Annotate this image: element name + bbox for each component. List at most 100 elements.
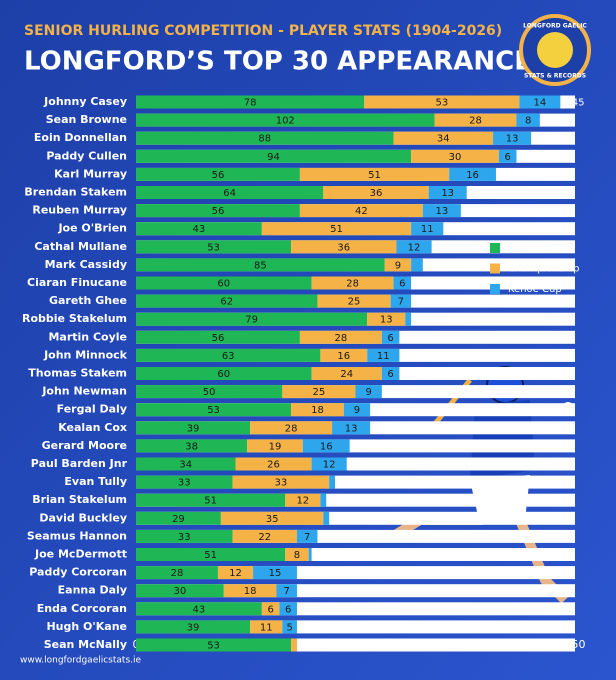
bar-segment (364, 95, 520, 109)
total-label: 66 (334, 514, 347, 525)
value-label: 6 (504, 152, 510, 163)
total-label: 90 (404, 369, 417, 380)
bar-segment (136, 620, 251, 634)
bar-segment (279, 602, 297, 616)
bar-segment (332, 421, 371, 435)
value-label: 24 (340, 369, 353, 380)
value-label: 7 (304, 532, 310, 543)
legend-swatch (490, 263, 500, 274)
value-label: 11 (377, 351, 390, 362)
value-label: 22 (258, 532, 271, 543)
bar-segment (317, 294, 391, 308)
value-label: 56 (212, 333, 225, 344)
total-label: 73 (355, 441, 368, 452)
value-label: 39 (187, 423, 200, 434)
value-label: 78 (244, 98, 257, 109)
value-label: 102 (276, 116, 295, 127)
value-label: 13 (441, 188, 454, 199)
bar-segment (411, 222, 444, 236)
y-tick-label: Gareth Ghee (49, 294, 127, 307)
total-label: 138 (545, 116, 564, 127)
bar-segment (320, 348, 368, 362)
value-label: 28 (334, 333, 347, 344)
value-label: 16 (466, 170, 479, 181)
y-tick-label: Eoin Donnellan (34, 131, 127, 144)
value-label: 30 (449, 152, 462, 163)
bar-segment (282, 620, 297, 634)
legend-label: Kehoe Cup (508, 284, 562, 295)
value-label: 13 (380, 315, 393, 326)
bar-segment (285, 493, 321, 507)
bar-segment (261, 602, 280, 616)
legend-swatch (490, 284, 500, 294)
value-label: 88 (258, 134, 271, 145)
value-label: 16 (337, 351, 350, 362)
total-label: 55 (302, 604, 315, 615)
bar-segment (136, 131, 394, 145)
bar-segment (323, 511, 330, 525)
y-tick-label: Eanna Daly (58, 584, 127, 597)
total-label: 130 (521, 152, 540, 163)
value-label: 38 (185, 441, 198, 452)
value-label: 25 (313, 387, 326, 398)
bar-segment (232, 529, 297, 543)
bar-segment (282, 385, 356, 399)
bar-segment (136, 348, 321, 362)
chart-title: LONGFORD’S TOP 30 APPEARANCES (24, 47, 551, 77)
value-label: 60 (217, 369, 230, 380)
y-tick-label: Sean Browne (46, 113, 127, 126)
value-label: 60 (217, 279, 230, 290)
bar-segment (405, 312, 412, 326)
value-label: 18 (311, 405, 324, 416)
bar-segment (449, 167, 496, 181)
value-label: 12 (408, 242, 421, 253)
total-label: 94 (416, 315, 429, 326)
y-tick-label: Paul Barden Jnr (31, 457, 128, 470)
bar-segment (390, 294, 412, 308)
total-label: 145 (565, 98, 584, 109)
value-label: 25 (348, 297, 361, 308)
y-tick-label: Paddy Corcoran (29, 566, 127, 579)
y-tick-label: David Buckley (39, 511, 127, 524)
value-label: 13 (435, 206, 448, 217)
bar-segment (253, 566, 297, 580)
total-label: 94 (416, 279, 429, 290)
bar-segment (291, 403, 344, 417)
bar-segment (136, 475, 233, 489)
bar-segment (381, 367, 400, 380)
bar-segment (232, 475, 330, 489)
value-label: 56 (212, 206, 225, 217)
value-label: 53 (207, 641, 220, 652)
y-tick-label: Kealan Cox (58, 421, 127, 434)
value-label: 19 (269, 441, 282, 452)
subtitle: SENIOR HURLING COMPETITION - PLAYER STAT… (24, 23, 502, 39)
value-label: 51 (204, 496, 217, 507)
bar-segment (323, 186, 429, 199)
y-tick-label: Thomas Stakem (28, 367, 127, 380)
bar-segment (136, 457, 236, 471)
bar-segment (320, 493, 327, 507)
bar-segment (308, 548, 312, 561)
total-label: 94 (416, 297, 429, 308)
value-label: 9 (365, 387, 371, 398)
value-label: 28 (285, 423, 298, 434)
value-label: 6 (399, 279, 405, 290)
total-label: 98 (428, 260, 441, 271)
y-tick-label: Johnny Casey (43, 95, 127, 108)
y-tick-label: John Minnock (43, 348, 128, 361)
y-tick-label: Martin Coyle (48, 330, 127, 343)
bar-segment (136, 312, 368, 326)
bar-segment (250, 421, 333, 435)
legend-swatch (490, 243, 500, 253)
bar-segment (217, 566, 254, 580)
value-label: 36 (337, 242, 350, 253)
bar-segment (434, 113, 517, 127)
y-tick-label: Seamus Hannon (27, 529, 127, 542)
bar-segment (136, 294, 318, 308)
y-tick-label: Robbie Stakelum (22, 312, 127, 325)
bar-segment (276, 584, 297, 598)
value-label: 26 (267, 460, 280, 471)
value-label: 12 (229, 568, 242, 579)
value-label: 6 (387, 333, 393, 344)
